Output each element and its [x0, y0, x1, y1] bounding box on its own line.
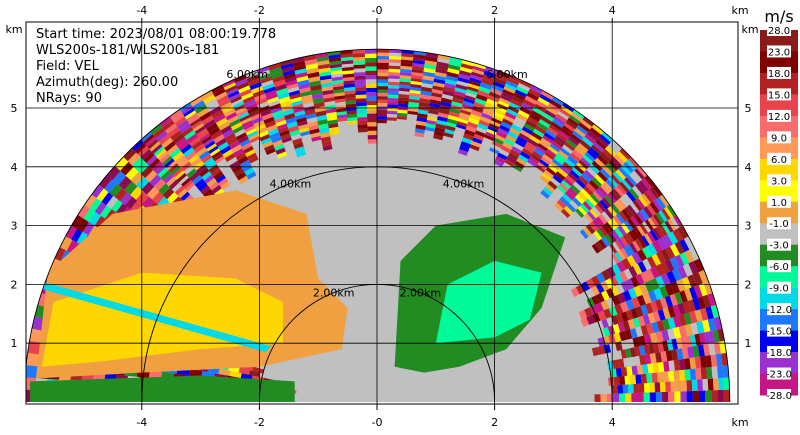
ring-label-2-1: 6.00km — [486, 68, 528, 81]
ring-label-1-1: 4.00km — [443, 177, 485, 190]
info-line-1: WLS200s-181/WLS200s-181 — [36, 43, 219, 58]
ring-label-1-0: 4.00km — [270, 177, 312, 190]
region-east-core — [435, 260, 542, 344]
colorbar-label-9: -1.0 — [769, 219, 789, 230]
colorbar-label-bg-14 — [767, 324, 791, 337]
colorbar-label-13: -12.0 — [766, 305, 792, 316]
range-ring-2 — [26, 48, 731, 403]
region-near-ground — [30, 375, 295, 402]
colorbar-label-4: 12.0 — [768, 112, 790, 123]
colorbar-label-bg-10 — [767, 238, 791, 251]
colorbar-unit: m/s — [764, 7, 793, 26]
y-tick-left-3: 4 — [11, 161, 18, 174]
y-tick-right-0: 1 — [745, 337, 752, 350]
colorbar-label-6: 6.0 — [771, 155, 787, 166]
x-tick-top-3: 2 — [491, 4, 498, 17]
x-tick-top-4: 4 — [609, 4, 616, 17]
colorbar-label-10: -3.0 — [769, 241, 789, 252]
x-unit-bottom: km — [731, 416, 748, 429]
colorbar-label-bg-3 — [767, 88, 791, 101]
x-tick-bottom-4: 4 — [609, 416, 616, 429]
range-ring-0 — [258, 284, 496, 403]
colorbar-label-17: -28.0 — [766, 391, 792, 402]
colorbar-label-bg-17 — [767, 389, 791, 401]
x-tick-bottom-3: 2 — [491, 416, 498, 429]
y-tick-left-4: 5 — [11, 102, 18, 115]
colorbar-label-3: 15.0 — [768, 90, 790, 101]
x-tick-bottom-0: -4 — [136, 416, 147, 429]
range-rings: 2.00km 2.00km 4.00km 4.00km 6.00km 6.00km — [26, 48, 731, 403]
y-tick-left-1: 2 — [11, 278, 18, 291]
region-cyan-streak — [35, 281, 272, 353]
colorbar-label-1: 23.0 — [768, 47, 790, 58]
info-line-3: Azimuth(deg): 260.00 — [36, 75, 178, 90]
x-tick-top-1: -2 — [254, 4, 265, 17]
colorbar-label-12: -9.0 — [769, 284, 789, 295]
y-tick-left-2: 3 — [11, 220, 18, 233]
y-tick-right-3: 4 — [745, 161, 752, 174]
colorbar-label-bg-12 — [767, 281, 791, 294]
info-line-2: Field: VEL — [36, 59, 100, 74]
colorbar-label-16: -23.0 — [766, 370, 792, 381]
x-tick-top-0: -4 — [136, 4, 147, 17]
colorbar-label-bg-4 — [767, 109, 791, 122]
y-tick-right-2: 3 — [745, 220, 752, 233]
info-line-0: Start time: 2023/08/01 08:00:19.778 — [36, 27, 276, 42]
colorbar-label-11: -6.0 — [769, 262, 789, 273]
colorbar-label-bg-8 — [767, 195, 791, 208]
colorbar-label-bg-2 — [767, 66, 791, 79]
y-tick-right-1: 2 — [745, 278, 752, 291]
colorbar-label-0: 28.0 — [768, 26, 790, 37]
y-unit-right: km — [741, 23, 758, 36]
y-tick-left-0: 1 — [11, 337, 18, 350]
colorbar-label-bg-11 — [767, 260, 791, 273]
colorbar-label-7: 3.0 — [771, 176, 787, 187]
y-unit-left: km — [5, 23, 22, 36]
colorbar-label-bg-6 — [767, 152, 791, 165]
colorbar-label-2: 18.0 — [768, 69, 790, 80]
axis-ticks: -4 -4 -2 -2 -0 -0 2 2 4 4 km km 1 1 2 2 3 3 4 4 5 5 km km — [5, 4, 758, 429]
grid-lines — [26, 22, 738, 404]
range-ring-1 — [141, 166, 613, 403]
colorbar-label-bg-9 — [767, 217, 791, 230]
colorbar-label-8: 1.0 — [771, 198, 787, 209]
colorbar: 28.0 23.0 18.0 15.0 12.0 9.0 6.0 3.0 1.0 -1.0 -3.0… — [760, 7, 798, 402]
plot-frame — [25, 21, 739, 405]
ring-label-0-1: 2.00km — [400, 287, 442, 300]
info-box: Start time: 2023/08/01 08:00:19.778WLS20… — [36, 27, 276, 106]
colorbar-label-bg-16 — [767, 367, 791, 380]
y-tick-right-4: 5 — [745, 102, 752, 115]
colorbar-label-bg-0 — [767, 24, 791, 36]
colorbar-label-bg-7 — [767, 174, 791, 187]
colorbar-label-bg-5 — [767, 131, 791, 144]
x-unit-top: km — [731, 4, 748, 17]
x-tick-top-2: -0 — [372, 4, 383, 17]
ring-label-2-0: 6.00km — [226, 68, 268, 81]
x-tick-bottom-2: -0 — [372, 416, 383, 429]
x-tick-bottom-1: -2 — [254, 416, 265, 429]
ring-label-0-0: 2.00km — [313, 287, 355, 300]
colorbar-label-bg-1 — [767, 45, 791, 58]
colorbar-label-bg-13 — [767, 303, 791, 316]
colorbar-label-14: -15.0 — [766, 327, 792, 338]
colorbar-label-15: -18.0 — [766, 348, 792, 359]
colorbar-label-5: 9.0 — [771, 133, 787, 144]
colorbar-label-bg-15 — [767, 346, 791, 359]
info-line-4: NRays: 90 — [36, 91, 102, 106]
